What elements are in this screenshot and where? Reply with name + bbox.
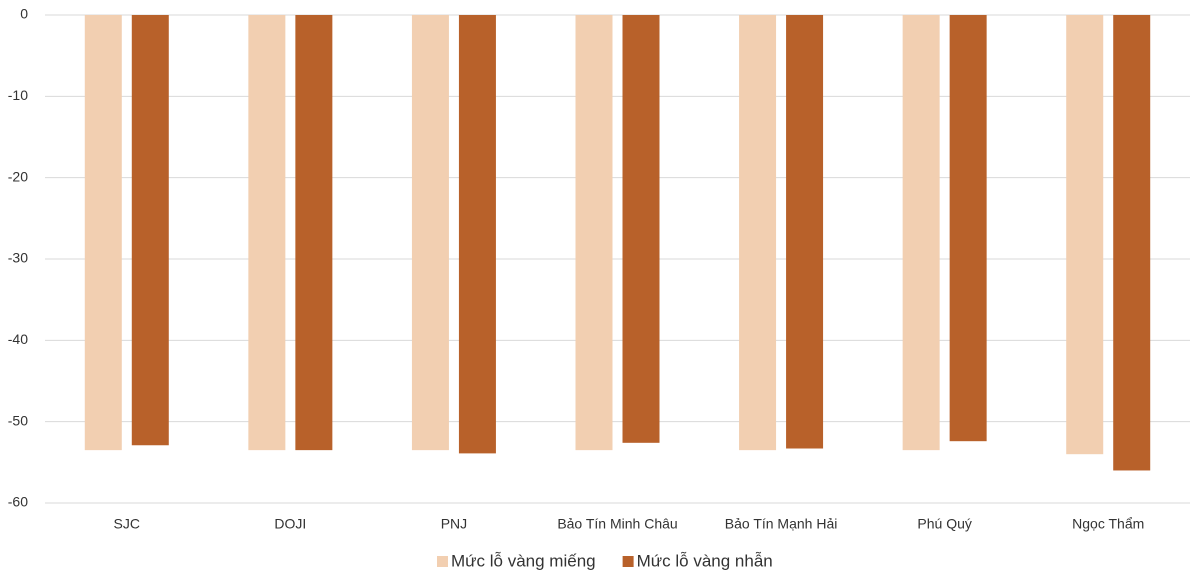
y-tick-label: -10: [8, 87, 28, 103]
x-tick-label: Phú Quý: [917, 516, 971, 532]
x-tick-label: SJC: [114, 516, 140, 532]
y-tick-label: -60: [8, 494, 28, 510]
legend-swatch: [622, 556, 634, 567]
bar: [1113, 15, 1151, 471]
x-tick-label: Bảo Tín Minh Châu: [557, 516, 677, 532]
x-tick-label: Ngọc Thẩm: [1072, 516, 1144, 532]
bar: [131, 15, 169, 446]
y-tick-label: -40: [8, 331, 28, 347]
bar: [902, 15, 940, 451]
y-tick-label: -20: [8, 168, 28, 184]
bar: [739, 15, 777, 451]
bar: [84, 15, 122, 451]
y-tick-label: -50: [8, 412, 28, 428]
legend-label: Mức lỗ vàng nhẫn: [637, 551, 773, 570]
y-tick-label: 0: [20, 6, 28, 22]
bar: [411, 15, 449, 451]
bar: [575, 15, 613, 451]
legend-swatch: [437, 556, 448, 567]
x-tick-label: PNJ: [441, 516, 467, 532]
legend-label: Mức lỗ vàng miếng: [451, 551, 596, 570]
bar: [248, 15, 286, 451]
bar: [458, 15, 496, 454]
x-tick-label: DOJI: [274, 516, 306, 532]
y-tick-label: -30: [8, 250, 28, 266]
bar: [949, 15, 987, 442]
bar: [622, 15, 660, 443]
bar: [786, 15, 824, 449]
bar: [1066, 15, 1104, 455]
bar: [295, 15, 333, 451]
x-tick-label: Bảo Tín Mạnh Hải: [725, 516, 838, 532]
